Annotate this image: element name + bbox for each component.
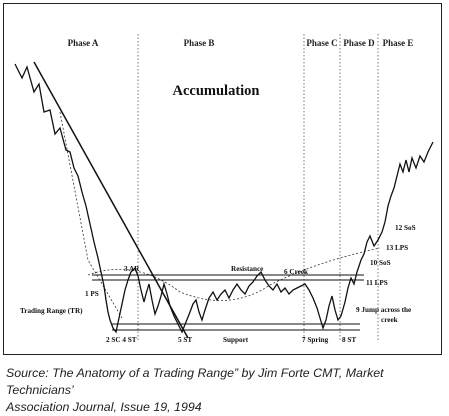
caption-line-1: Source: The Anatomy of a Trading Range” … [6, 366, 384, 397]
sos12-label: 12 SoS [395, 224, 416, 232]
sc-st-label: 2 SC 4 ST [106, 336, 137, 344]
phase-c-label: Phase C [306, 38, 337, 48]
price-path [14, 63, 434, 334]
ar-label: 3 AR [124, 265, 140, 273]
resistance-label: Resistance [231, 265, 263, 273]
lps13-label: 13 LPS [386, 244, 408, 252]
trading-range-label: Trading Range (TR) [20, 307, 83, 315]
source-caption: Source: The Anatomy of a Trading Range” … [6, 365, 444, 416]
spring-label: 7 Spring [302, 336, 329, 344]
caption-line-2: Association Journal, Issue 19, 1994 [6, 400, 202, 414]
phase-a-label: Phase A [68, 38, 99, 48]
creek-label: 6 Creek [284, 268, 308, 276]
downtrend-line [33, 61, 189, 339]
support-label: Support [223, 336, 249, 344]
ps-label: 1 PS [85, 290, 99, 298]
phase-d-label: Phase D [343, 38, 375, 48]
dashed-trend-line-a [59, 111, 123, 319]
phase-b-label: Phase B [184, 38, 215, 48]
jump-label-line1: 9 Jump across the [356, 306, 411, 314]
diagram-title: Accumulation [173, 83, 260, 99]
lps11-label: 11 LPS [366, 279, 388, 287]
st8-label: 8 ST [342, 336, 356, 344]
st5-label: 5 ST [178, 336, 192, 344]
jump-label-line2: creek [381, 316, 398, 324]
sos10-label: 10 SoS [370, 259, 391, 267]
dashed-trend-line-b [87, 247, 381, 301]
diagram-frame [3, 3, 442, 355]
phase-e-label: Phase E [383, 38, 414, 48]
